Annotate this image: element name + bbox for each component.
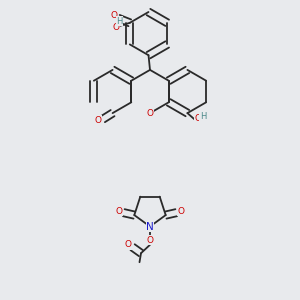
Text: N: N [146,221,154,232]
Text: O: O [125,240,132,249]
Text: H: H [200,112,206,121]
Text: O: O [116,207,123,216]
Text: O: O [94,116,101,125]
Text: O: O [194,114,201,123]
Text: O: O [110,11,117,20]
Text: H: H [116,16,122,26]
Text: O: O [177,207,184,216]
Text: O: O [146,109,154,118]
Text: O: O [113,22,120,32]
Text: O: O [146,236,154,245]
